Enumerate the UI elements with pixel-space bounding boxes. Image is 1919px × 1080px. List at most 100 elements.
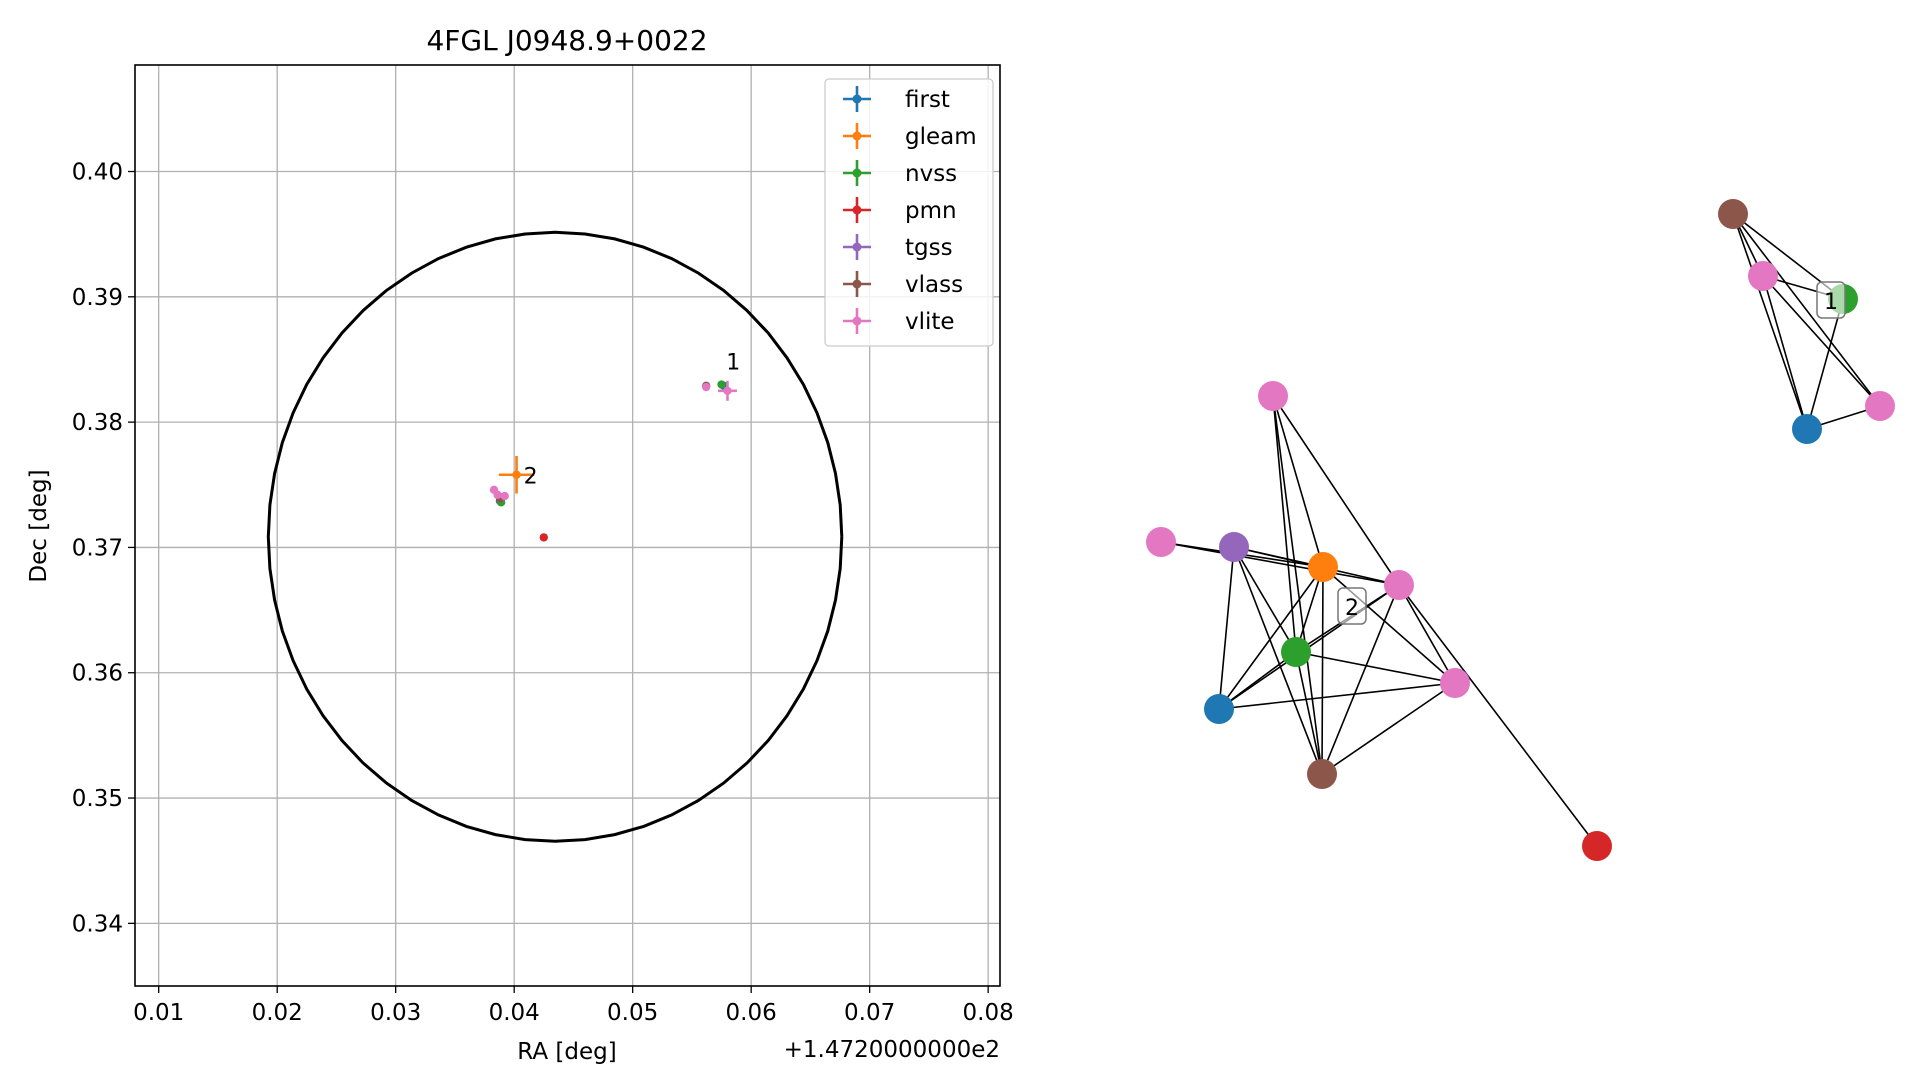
y-tick-label: 0.38	[72, 410, 123, 436]
data-point-pmn	[539, 533, 549, 542]
x-tick-label: 0.08	[963, 1000, 1014, 1026]
data-point-nvss	[717, 380, 726, 389]
y-tick-label: 0.36	[72, 661, 123, 687]
marker	[717, 380, 726, 389]
legend-marker-dot	[852, 205, 862, 215]
x-tick-label: 0.07	[844, 1000, 895, 1026]
network-node-tgss	[1219, 532, 1249, 562]
legend-label: nvss	[905, 161, 957, 187]
network-node-vlite	[1865, 391, 1895, 421]
network-edge	[1272, 395, 1324, 568]
legend-label: gleam	[905, 124, 977, 150]
data-point-vlite	[717, 380, 737, 401]
network-node-nvss	[1281, 637, 1311, 667]
axes-frame	[134, 64, 1001, 987]
legend-marker-dot	[852, 94, 862, 104]
network-edge	[1218, 651, 1297, 710]
marker	[701, 382, 711, 392]
network-edge	[1322, 566, 1456, 684]
network-edge	[1233, 546, 1297, 653]
x-axis-offset-label: +1.4720000000e2	[784, 1037, 1000, 1063]
network-edge	[1272, 395, 1400, 586]
network-edge	[1233, 546, 1323, 775]
cluster-label-box	[1816, 281, 1846, 319]
legend-label: tgss	[905, 235, 953, 261]
legend-marker-dot	[852, 131, 862, 141]
legend-label: pmn	[905, 198, 957, 224]
network-edge	[1398, 584, 1456, 684]
marker	[512, 470, 521, 479]
network-edge	[1160, 541, 1400, 586]
legend: first gleam nvss pmn tgss vlass vlite	[824, 78, 994, 347]
cluster-label-text: 2	[1345, 596, 1359, 621]
network-edge	[1732, 213, 1881, 407]
network-cluster-label: 2	[1337, 587, 1367, 625]
source-annotation: 2	[524, 465, 538, 490]
x-tick-label: 0.01	[133, 1000, 184, 1026]
network-node-vlass	[1718, 199, 1748, 229]
x-axis-label: RA [deg]	[517, 1039, 616, 1065]
data-point-gleam	[498, 455, 535, 494]
marker	[500, 491, 509, 501]
network-edge	[1762, 275, 1808, 430]
network-edge	[1295, 651, 1323, 775]
marker	[539, 533, 549, 542]
annotations: 12	[524, 350, 741, 489]
data-point-vlite	[500, 491, 509, 501]
network-graph: 12	[1146, 199, 1895, 861]
legend-box	[824, 78, 994, 347]
y-tick-label: 0.34	[72, 911, 123, 937]
x-tick-label: 0.05	[607, 1000, 658, 1026]
network-edge	[1321, 584, 1400, 775]
network-node-vlite	[1384, 570, 1414, 600]
x-tick-label: 0.06	[726, 1000, 777, 1026]
network-node-vlass	[1307, 759, 1337, 789]
legend-marker-dot	[852, 279, 862, 289]
network-edge	[1398, 584, 1598, 847]
uncertainty-ellipse	[266, 230, 844, 843]
y-tick-label: 0.35	[72, 786, 123, 812]
marker	[493, 490, 502, 499]
y-tick-label: 0.39	[72, 285, 123, 311]
legend-label: first	[905, 87, 950, 113]
network-node-vlite	[1748, 261, 1778, 291]
legend-marker-dot	[852, 168, 862, 178]
network-node-first	[1792, 414, 1822, 444]
data-points	[489, 380, 737, 542]
cluster-label-text: 1	[1824, 290, 1838, 315]
legend-label: vlite	[905, 309, 955, 335]
y-axis-label: Dec [deg]	[26, 469, 52, 582]
network-edge	[1732, 213, 1808, 430]
x-tick-label: 0.03	[370, 1000, 421, 1026]
network-edge	[1218, 682, 1456, 710]
network-node-vlite	[1146, 527, 1176, 557]
cluster-label-box	[1337, 587, 1367, 625]
y-tick-label: 0.40	[72, 160, 123, 186]
scatter-plot: 12 0.01 0.02 0.03 0.04 0.05 0.06 0.07 0.080.340…	[26, 24, 1014, 1065]
network-edge	[1272, 395, 1323, 775]
network-edge	[1762, 275, 1881, 407]
network-node-gleam	[1308, 552, 1338, 582]
network-edges	[1160, 213, 1881, 847]
chart-title: 4FGL J0948.9+0022	[426, 24, 707, 57]
network-edge	[1321, 682, 1456, 775]
legend-label: vlass	[905, 272, 963, 298]
network-edge	[1218, 546, 1235, 710]
network-edge	[1218, 566, 1324, 710]
network-node-vlite	[1258, 381, 1288, 411]
legend-marker-dot	[852, 316, 862, 326]
ticks: 0.01 0.02 0.03 0.04 0.05 0.06 0.07 0.08 0.34 0.35…	[72, 160, 1014, 1026]
legend-marker-dot	[852, 242, 862, 252]
uncertainty-ellipse-layer	[266, 230, 844, 843]
network-edge	[1321, 566, 1324, 775]
network-edge	[1806, 298, 1844, 430]
marker	[723, 386, 732, 395]
y-tick-label: 0.37	[72, 535, 123, 561]
data-point-vlite	[701, 382, 711, 392]
network-node-vlite	[1440, 668, 1470, 698]
network-cluster-label: 1	[1816, 281, 1846, 319]
x-tick-label: 0.04	[489, 1000, 540, 1026]
network-nodes	[1146, 199, 1895, 861]
network-edge	[1295, 651, 1456, 684]
